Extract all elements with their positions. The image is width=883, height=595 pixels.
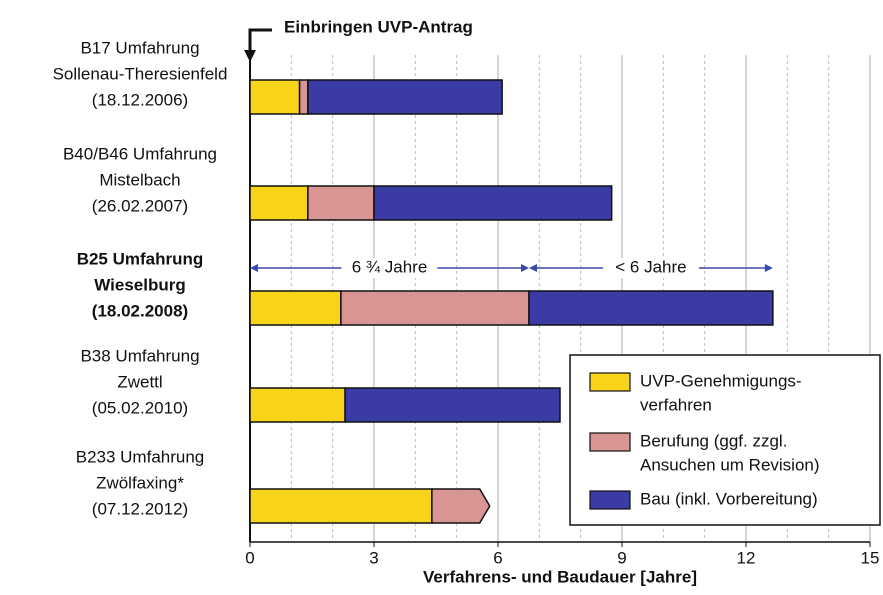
span-label-bg [341, 258, 438, 278]
legend-swatch [589, 432, 631, 452]
legend-label: UVP-Genehmigungs- [640, 371, 802, 390]
x-tick-label: 3 [369, 548, 378, 567]
span-label: < 6 Jahre [615, 257, 686, 276]
legend-swatch [589, 372, 631, 392]
x-tick-label: 6 [493, 548, 502, 567]
legend-swatch [589, 490, 631, 510]
legend-label: Ansuchen um Revision) [640, 455, 820, 474]
bar-segment [249, 79, 301, 115]
y-tick-label: B25 Umfahrung [77, 249, 204, 268]
bar-segment [431, 488, 491, 524]
x-tick-label: 9 [617, 548, 626, 567]
bar-segment [249, 290, 342, 326]
y-tick-label: (18.02.2008) [92, 301, 188, 320]
y-tick-label: (26.02.2007) [92, 196, 188, 215]
span-label-bg [602, 258, 699, 278]
bar-segment [249, 185, 309, 221]
bar-segment [373, 185, 613, 221]
span-label: 6 ¾ Jahre [352, 257, 428, 276]
y-tick-label: Zwölfaxing* [96, 473, 184, 492]
y-tick-label: (18.12.2006) [92, 90, 188, 109]
y-tick-label: Wieselburg [94, 275, 185, 294]
annotation-arrow [248, 28, 272, 52]
y-tick-label: (05.02.2010) [92, 398, 188, 417]
legend-label: Berufung (ggf. zzgl. [640, 431, 787, 450]
y-tick-label: B17 Umfahrung [80, 38, 199, 57]
bar-segment [298, 79, 309, 115]
y-tick-label: Mistelbach [99, 170, 180, 189]
annotation: Einbringen UVP-Antrag [284, 17, 473, 36]
bar-segment [528, 290, 774, 326]
bar-segment [249, 387, 346, 423]
legend-label: Bau (inkl. Vorbereitung) [640, 489, 818, 508]
legend: UVP-Genehmigungs-verfahren Berufung (ggf.… [569, 354, 881, 526]
x-tick-label: 12 [737, 548, 756, 567]
x-tick-label: 0 [245, 548, 254, 567]
legend-label: verfahren [640, 395, 712, 414]
x-axis-title: Verfahrens- und Baudauer [Jahre] [423, 567, 697, 586]
y-tick-label: (07.12.2012) [92, 499, 188, 518]
x-tick-label: 15 [861, 548, 880, 567]
y-tick-label: Sollenau-Theresienfeld [53, 64, 228, 83]
y-tick-label: B40/B46 Umfahrung [63, 144, 217, 163]
y-tick-label: B233 Umfahrung [76, 447, 205, 466]
bar-segment [307, 79, 503, 115]
bar-segment [340, 290, 530, 326]
y-tick-label: Zwettl [117, 372, 162, 391]
bar-segment [307, 185, 375, 221]
bar-segment [249, 488, 433, 524]
bar-segment [344, 387, 561, 423]
y-tick-label: B38 Umfahrung [80, 346, 199, 365]
